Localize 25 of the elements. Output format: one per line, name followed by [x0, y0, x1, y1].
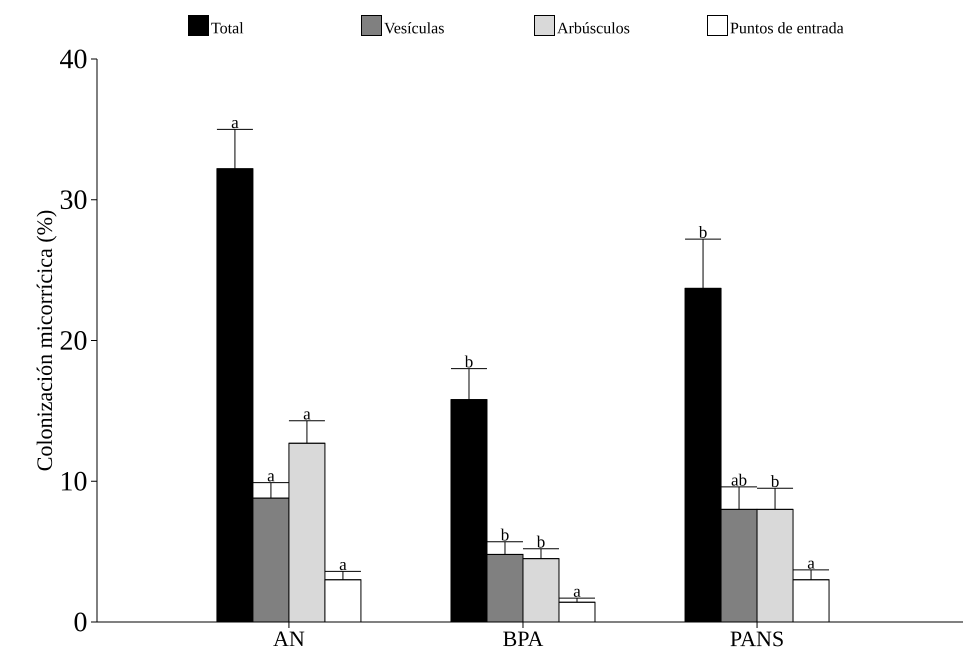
- annotation: a: [574, 588, 581, 597]
- annotation: a: [808, 560, 815, 569]
- annotation: a: [304, 411, 310, 420]
- annotation: b: [464, 355, 473, 368]
- legend-label: Arbúsculos: [557, 22, 630, 34]
- x-tick-label: BPA: [503, 632, 544, 646]
- y-tick-label: 20: [60, 331, 86, 350]
- annotation: b: [500, 528, 509, 541]
- y-tick-label: 0: [74, 612, 86, 632]
- legend-label: Vesículas: [384, 22, 444, 34]
- legend-label: Puntos de entrada: [730, 22, 844, 34]
- annotation: a: [268, 473, 274, 482]
- x-tick-label: AN: [273, 632, 304, 646]
- y-tick-label: 10: [62, 472, 86, 491]
- annotation: b: [536, 536, 545, 548]
- annotation: b: [770, 475, 779, 488]
- y-tick-label: 40: [60, 50, 86, 68]
- annotation: b: [698, 226, 707, 238]
- annotation: ab: [732, 474, 746, 486]
- y-axis-title: Colonización micorrícica (%): [36, 210, 57, 470]
- legend-label: Total: [211, 22, 244, 34]
- annotation: a: [340, 562, 346, 570]
- y-tick-label: 30: [60, 190, 86, 210]
- x-tick-label: PANS: [730, 632, 783, 646]
- annotation: a: [232, 120, 238, 128]
